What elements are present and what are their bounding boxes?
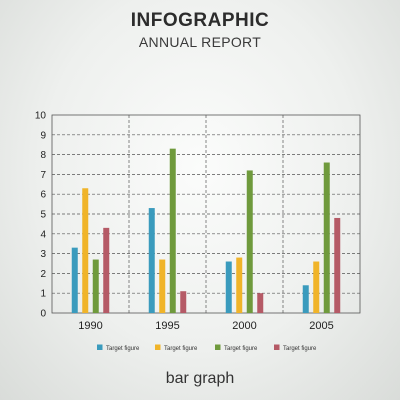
bar [334,217,341,313]
bar [148,208,155,313]
bar [323,162,330,313]
y-tick-label: 8 [40,150,46,161]
chart-subtitle: ANNUAL REPORT [138,34,262,50]
y-tick-label: 10 [35,111,47,122]
x-tick-label: 2000 [232,320,256,332]
y-tick-label: 5 [40,210,46,221]
legend-label: Target figure [224,346,258,352]
y-tick-label: 9 [40,130,46,141]
legend-swatch [97,344,103,350]
legend-swatch [274,344,280,350]
legend-label: Target figure [106,346,140,352]
bar [257,293,264,313]
bar [169,148,176,313]
legend-swatch [215,344,221,350]
y-tick-label: 0 [40,309,46,320]
chart-title: INFOGRAPHIC [130,10,270,31]
bar [246,170,253,313]
bar [180,291,187,313]
y-tick-label: 7 [40,170,46,181]
legend-label: Target figure [283,346,317,352]
y-tick-label: 1 [40,289,46,300]
bar [225,261,232,313]
y-tick-label: 4 [40,229,46,240]
y-tick-label: 2 [40,269,46,280]
bar [103,227,110,313]
bar [313,261,320,313]
x-tick-label: 1995 [155,320,179,332]
bar [92,259,99,313]
y-tick-label: 3 [40,249,46,260]
bar [236,257,243,313]
legend-label: Target figure [164,346,198,352]
bar [71,247,78,313]
legend-swatch [155,344,161,350]
chart-caption: bar graph [165,370,235,387]
x-tick-label: 2005 [309,320,333,332]
bar [159,259,166,313]
x-tick-label: 1990 [78,320,102,332]
bar [302,285,309,313]
y-tick-label: 6 [40,190,46,201]
bar [82,188,89,313]
